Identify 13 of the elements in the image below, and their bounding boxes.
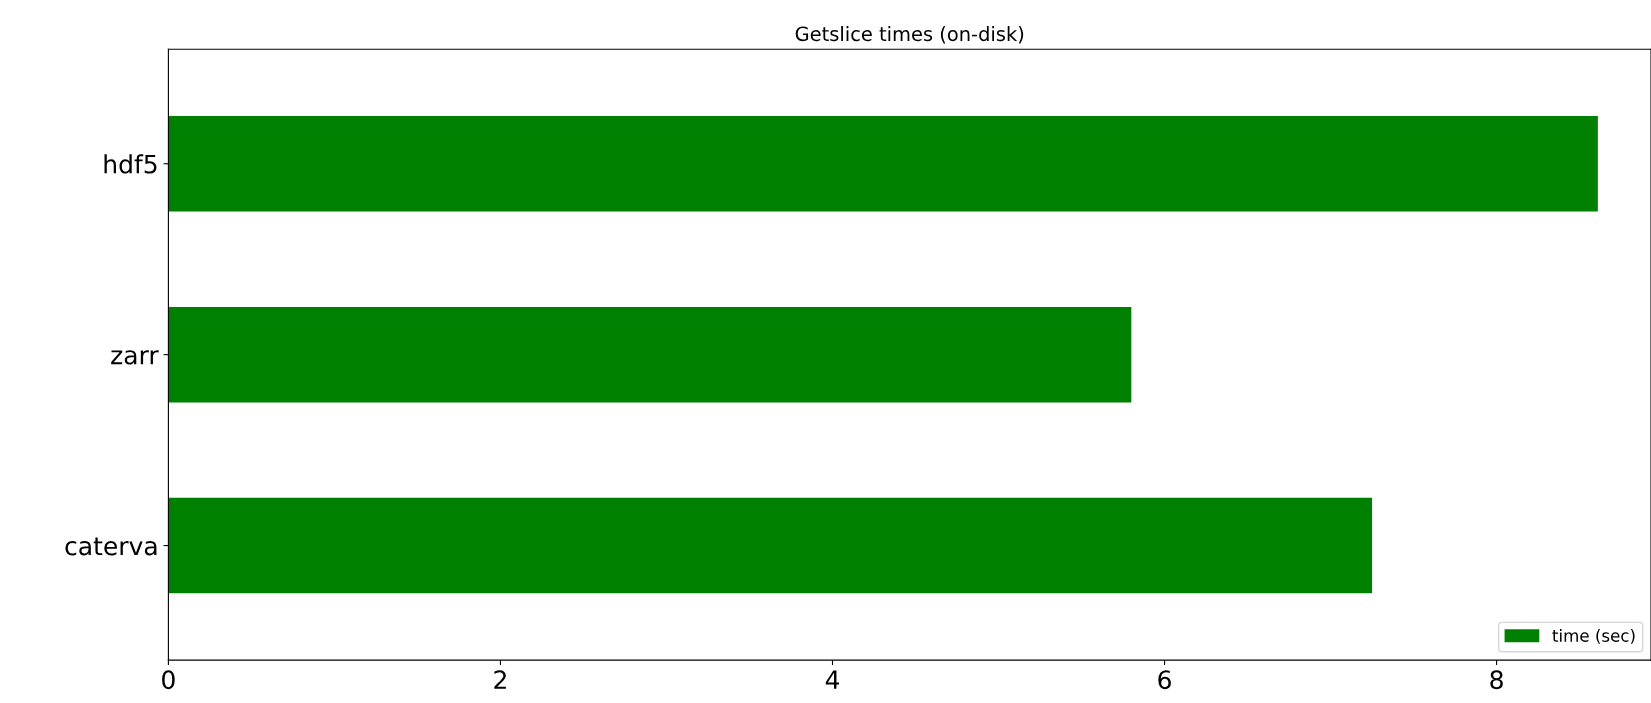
- x-tick-label: 0: [162, 670, 175, 690]
- x-tick-label: 6: [1158, 670, 1171, 690]
- x-tick-label: 2: [494, 670, 506, 689]
- bar: [168, 497, 1373, 594]
- x-tick-label: 8: [1490, 670, 1503, 690]
- legend-label: time (sec): [1552, 628, 1635, 644]
- bar: [168, 306, 1132, 403]
- y-tick-label: zarr: [111, 350, 159, 365]
- y-tick-label: caterva: [65, 537, 157, 556]
- chart-title: Getslice times (on-disk): [795, 26, 1024, 44]
- y-tick-label: hdf5: [104, 154, 157, 174]
- x-tick-label: 4: [825, 670, 840, 689]
- bar: [168, 116, 1598, 212]
